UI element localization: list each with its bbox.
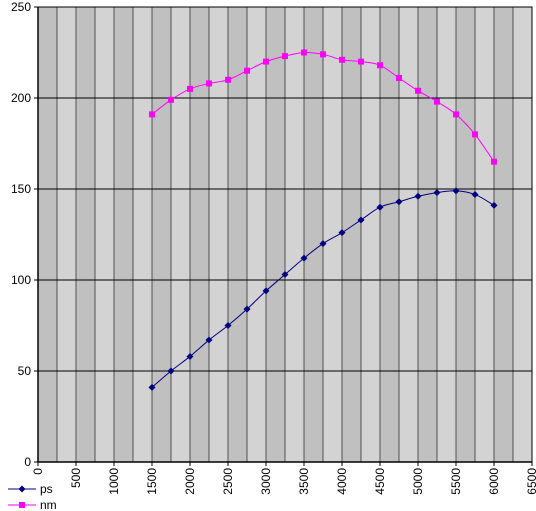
- plot-band: [247, 7, 266, 462]
- data-point-ps: [243, 305, 251, 313]
- plot-band: [361, 7, 380, 462]
- x-tick-label: 2500: [221, 468, 235, 495]
- data-point-ps: [376, 203, 384, 211]
- x-tick-label: 4000: [335, 468, 349, 495]
- data-point-ps: [300, 254, 308, 262]
- data-point-ps: [471, 190, 479, 198]
- data-point-nm: [339, 56, 345, 63]
- legend-marker-ps: [18, 485, 26, 493]
- plot-band: [285, 7, 304, 462]
- data-point-ps: [490, 201, 498, 209]
- data-point-nm: [377, 62, 383, 69]
- x-tick-label: 6000: [487, 468, 501, 495]
- data-point-nm: [453, 111, 459, 118]
- plot-band: [76, 7, 95, 462]
- data-point-nm: [206, 80, 212, 87]
- plot-band: [57, 7, 76, 462]
- plot-band: [437, 7, 456, 462]
- plot-band: [342, 7, 361, 462]
- x-tick-label: 5000: [411, 468, 425, 495]
- plot-band: [190, 7, 209, 462]
- legend-label-nm: nm: [40, 498, 57, 511]
- data-point-nm: [415, 87, 421, 94]
- data-point-nm: [396, 74, 402, 81]
- plot-band: [171, 7, 190, 462]
- series-layer: [148, 49, 498, 391]
- plot-band: [475, 7, 494, 462]
- x-tick-label: 4500: [373, 468, 387, 495]
- data-point-nm: [187, 85, 193, 92]
- x-tick-label: 5500: [449, 468, 463, 495]
- plot-band: [209, 7, 228, 462]
- data-point-ps: [338, 229, 346, 237]
- data-point-nm: [282, 53, 288, 60]
- x-tick-label: 3000: [259, 468, 273, 495]
- data-point-nm: [225, 76, 231, 83]
- y-tick-label: 250: [11, 0, 31, 14]
- data-point-nm: [168, 96, 174, 103]
- plot-band: [228, 7, 247, 462]
- plot-band: [114, 7, 133, 462]
- x-tick-label: 6500: [525, 468, 536, 495]
- plot-band: [152, 7, 171, 462]
- plot-band: [323, 7, 342, 462]
- data-point-ps: [395, 198, 403, 206]
- y-tick-label: 0: [24, 455, 31, 469]
- data-point-ps: [414, 192, 422, 200]
- x-tick-label: 1500: [145, 468, 159, 495]
- x-tick-label: 3500: [297, 468, 311, 495]
- data-point-ps: [452, 187, 460, 195]
- data-point-ps: [224, 322, 232, 329]
- data-point-nm: [320, 51, 326, 58]
- axes: [37, 6, 533, 463]
- legend-label-ps: ps: [40, 482, 53, 496]
- y-tick-label: 50: [18, 364, 32, 378]
- data-point-ps: [148, 383, 156, 391]
- x-tick-label: 2000: [183, 468, 197, 495]
- data-point-ps: [319, 240, 327, 248]
- x-tick-label: 500: [69, 468, 83, 488]
- data-point-nm: [358, 58, 364, 65]
- plot-area-bands: [38, 7, 532, 462]
- data-point-nm: [472, 131, 478, 138]
- data-point-nm: [491, 158, 497, 165]
- data-point-ps: [281, 271, 289, 279]
- data-point-ps: [357, 216, 365, 224]
- plot-band: [304, 7, 323, 462]
- y-tick-label: 200: [11, 91, 31, 105]
- data-point-ps: [186, 352, 194, 360]
- data-point-nm: [301, 49, 307, 56]
- plot-band: [513, 7, 532, 462]
- plot-band: [133, 7, 152, 462]
- legend-marker-nm: [19, 502, 25, 508]
- data-point-ps: [205, 336, 213, 344]
- plot-band: [418, 7, 437, 462]
- y-axis-tick-labels: 0 50 100 150 200 250: [11, 0, 38, 469]
- data-point-nm: [149, 111, 155, 118]
- data-point-nm: [244, 67, 250, 74]
- plot-band: [399, 7, 418, 462]
- data-point-nm: [263, 58, 269, 65]
- data-point-ps: [433, 189, 441, 197]
- legend: ps nm: [8, 482, 57, 511]
- plot-band: [38, 7, 57, 462]
- x-axis-tick-labels: 0 500 1000 1500 2000 2500 3000 3500 4000 4500 5000…: [31, 462, 536, 495]
- data-point-nm: [434, 98, 440, 105]
- plot-band: [456, 7, 475, 462]
- data-point-ps: [262, 287, 270, 295]
- plot-band: [494, 7, 513, 462]
- y-tick-label: 100: [11, 273, 31, 287]
- data-point-ps: [167, 367, 175, 375]
- plot-band: [380, 7, 399, 462]
- y-tick-label: 150: [11, 182, 31, 196]
- x-tick-label: 0: [31, 468, 45, 475]
- plot-band: [266, 7, 285, 462]
- x-tick-label: 1000: [107, 468, 121, 495]
- series-nm: [149, 49, 497, 165]
- plot-band: [95, 7, 114, 462]
- series-ps: [148, 187, 498, 391]
